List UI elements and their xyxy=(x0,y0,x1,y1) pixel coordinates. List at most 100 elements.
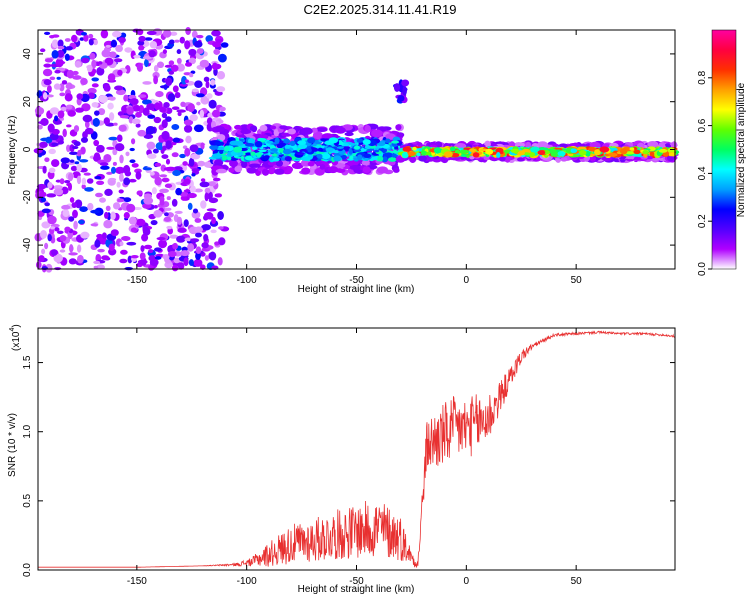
spectrogram-cell xyxy=(241,160,248,168)
spectrogram-cell xyxy=(129,159,136,164)
spectrogram-cell xyxy=(363,153,372,158)
spectrogram-cell xyxy=(40,197,47,203)
spectrogram-cell xyxy=(233,146,243,153)
spectrogram-cell xyxy=(307,161,315,167)
spectrogram-cell xyxy=(162,29,172,38)
spectrogram-cell xyxy=(84,127,94,135)
spectrogram-cell xyxy=(307,137,316,144)
spectrogram-cell xyxy=(117,111,125,117)
snr-y-axis-label: SNR (10 * v/v) xyxy=(7,413,18,477)
spectrogram-cell xyxy=(80,231,90,239)
spectrogram-cell xyxy=(259,134,269,140)
spectrogram-cell xyxy=(39,191,47,198)
snr-x-tick-label: -100 xyxy=(237,576,257,587)
spectrogram-cell xyxy=(144,58,149,68)
spectrogram-cell xyxy=(54,227,60,232)
spectrogram-cell xyxy=(349,155,354,160)
spectrogram-cell xyxy=(335,126,346,134)
spectrogram-cell xyxy=(71,145,79,150)
spectrogram-cell xyxy=(336,146,344,149)
spectrogram-cell xyxy=(40,137,50,142)
spectrogram-cell xyxy=(72,209,78,219)
spectrogram-cell xyxy=(96,264,105,270)
spectrogram-cell xyxy=(51,249,58,256)
spectrogram-cell xyxy=(149,40,158,49)
spectrogram-cell xyxy=(92,117,100,127)
spectrogram-cell xyxy=(87,202,94,211)
spectrogram-cell xyxy=(206,208,217,212)
spectrogram-cell xyxy=(53,188,64,196)
spectrogram-cell xyxy=(203,211,214,220)
spectrogram-cell xyxy=(65,82,73,90)
spectrogram-cell xyxy=(61,80,68,85)
spectrogram-cell xyxy=(119,241,124,247)
spectrogram-cell xyxy=(180,250,190,257)
spectrogram-cell xyxy=(140,245,145,253)
spectrogram-cell xyxy=(59,178,65,185)
spectrogram-cell xyxy=(57,110,65,119)
spectrogram-cell xyxy=(94,239,101,248)
spectrogram-cell xyxy=(69,244,74,253)
spectrogram-cell xyxy=(396,132,405,138)
spectrogram-cell xyxy=(64,226,71,232)
spectrogram-cell xyxy=(49,107,60,115)
spectrogram-cell xyxy=(47,215,57,225)
spectrogram-cell xyxy=(196,34,204,39)
spectrogram-cell xyxy=(426,151,432,156)
spectrogram-cell xyxy=(148,50,156,58)
spectrogram-ticks: -150 -100 -50 0 50 -40 -20 0 20 40 xyxy=(22,30,675,286)
spectrogram-cell xyxy=(114,58,123,63)
spectrogram-cell xyxy=(39,48,46,53)
spectrogram-cell xyxy=(51,142,59,147)
spectrogram-cell xyxy=(173,257,180,264)
spectrogram-cell xyxy=(633,156,641,161)
spectrogram-cell xyxy=(56,76,61,80)
spectrogram-cell xyxy=(550,148,557,155)
spectrogram-cell xyxy=(116,181,121,188)
spectrogram-cell xyxy=(38,255,45,263)
spectrogram-cell xyxy=(189,114,198,122)
spectrogram-cell xyxy=(269,166,276,174)
spectrogram-cell xyxy=(53,253,63,263)
spectrogram-cell xyxy=(608,152,618,157)
spectrogram-cell xyxy=(47,123,55,133)
spectrogram-cell xyxy=(301,167,311,175)
spectrogram-x-tick-label: -100 xyxy=(237,275,257,286)
spectrogram-cell xyxy=(101,255,110,261)
spectrogram-cell xyxy=(163,167,173,171)
spectrogram-cell xyxy=(66,69,75,79)
colorbar: 0.0 0.2 0.4 0.6 0.8 Normalized spectral ampl… xyxy=(697,29,747,276)
spectrogram-cell xyxy=(297,143,308,149)
spectrogram-cell xyxy=(536,141,549,149)
spectrogram-cell xyxy=(161,154,169,159)
spectrogram-cell xyxy=(137,129,147,137)
spectrogram-cell xyxy=(335,168,346,173)
spectrogram-cell xyxy=(118,37,126,43)
spectrogram-cell xyxy=(126,203,136,213)
spectrogram-cell xyxy=(164,64,173,68)
spectrogram-cell xyxy=(46,193,57,198)
spectrogram-cell xyxy=(671,141,678,149)
spectrogram-y-tick-label: 0 xyxy=(22,146,33,152)
spectrogram-cell xyxy=(169,31,178,36)
spectrogram-cell xyxy=(248,163,261,168)
spectrogram-cell xyxy=(170,64,179,72)
spectrogram-cell xyxy=(537,150,546,156)
spectrogram-cell xyxy=(81,57,90,64)
spectrogram-cell xyxy=(94,176,102,180)
spectrogram-cell xyxy=(97,61,103,65)
spectrogram-cell xyxy=(217,53,227,63)
spectrogram-cell xyxy=(164,183,173,189)
spectrogram-cell xyxy=(161,130,170,140)
spectrogram-x-tick-label: 50 xyxy=(571,275,583,286)
spectrogram-cell xyxy=(193,124,204,133)
spectrogram-cell xyxy=(165,77,173,86)
spectrogram-cell xyxy=(203,233,209,242)
spectrogram-cell xyxy=(183,178,191,185)
spectrogram-x-tick-label: 0 xyxy=(464,275,470,286)
spectrogram-cell xyxy=(209,144,219,150)
spectrogram-cell xyxy=(179,83,189,87)
spectrogram-cell xyxy=(180,195,187,201)
spectrogram-cell xyxy=(213,48,221,55)
spectrogram-cell xyxy=(374,149,380,153)
